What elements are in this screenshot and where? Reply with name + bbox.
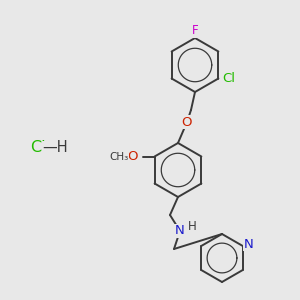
Text: H: H	[188, 220, 196, 233]
Text: Cl: Cl	[30, 140, 46, 155]
Text: —H: —H	[42, 140, 68, 155]
Text: Cl: Cl	[222, 72, 235, 85]
Text: CH₃: CH₃	[109, 152, 128, 161]
Text: F: F	[192, 25, 198, 38]
Text: O: O	[182, 116, 192, 128]
Text: N: N	[175, 224, 185, 238]
Text: N: N	[244, 238, 254, 250]
Text: O: O	[128, 150, 138, 163]
